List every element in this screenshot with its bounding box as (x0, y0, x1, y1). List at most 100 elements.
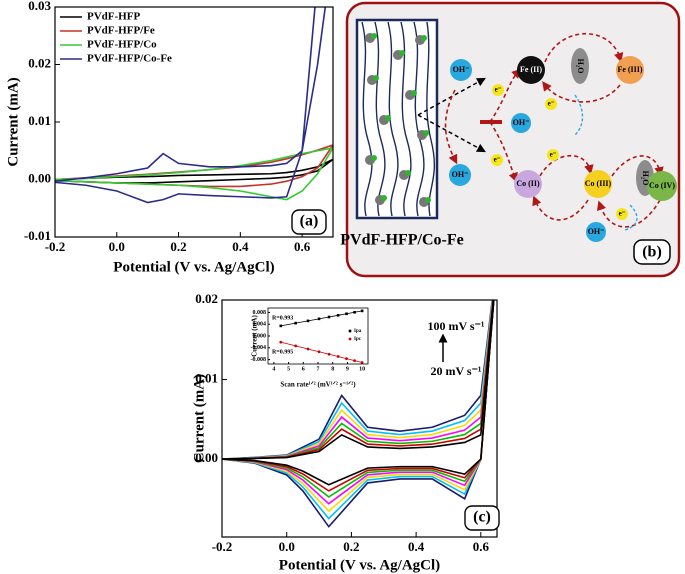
fibers (361, 21, 435, 217)
y-tick-label: -0.008 (251, 357, 267, 363)
plot-frame (221, 299, 498, 538)
x-tick-label: 0.6 (294, 239, 311, 254)
x-tick-label: 0.0 (279, 539, 295, 554)
plot-area (222, 300, 495, 528)
annotation: R=0.993 (272, 315, 293, 321)
species-label: OH⁻ (452, 170, 469, 179)
legend-label: Ipc (354, 337, 362, 342)
point (294, 344, 298, 348)
legend-label: PVdF-HFP/Co (87, 39, 157, 51)
x-tick-label: 0.0 (109, 239, 125, 254)
x-tick-label: -0.2 (45, 239, 66, 254)
cv-curve (55, 158, 333, 184)
point (360, 361, 364, 364)
panel-label: (a) (300, 213, 319, 230)
species-label: e⁻ (494, 156, 501, 164)
point (360, 309, 364, 313)
cv-curve (222, 300, 495, 492)
point (353, 310, 356, 314)
x-tick-label: 7 (317, 366, 320, 372)
x-tick-label: 9 (346, 366, 349, 372)
species-label: e⁻ (548, 100, 555, 108)
species-label: Co (IV) (649, 181, 675, 190)
species (514, 170, 542, 198)
species-label: H₂O (576, 59, 585, 74)
x-tick-label: -0.2 (212, 539, 233, 554)
cv-curve (222, 300, 495, 513)
point (345, 312, 348, 316)
y-tick-label: 0.00 (28, 170, 51, 185)
plot-frame (267, 307, 369, 365)
diagram-title: PVdF-HFP/Co-Fe (340, 232, 464, 249)
species-label: OH⁻ (513, 118, 530, 127)
redox-arrows (444, 32, 664, 228)
species (547, 149, 559, 161)
species (492, 84, 504, 96)
species-label: OH⁻ (453, 65, 470, 74)
species (584, 170, 612, 198)
y-tick-label: 0.03 (28, 0, 51, 13)
plot-frame (54, 6, 334, 238)
x-tick-label: 5 (287, 366, 290, 372)
species-label: Co (III) (585, 179, 612, 188)
legend-label: PVdF-HFP/Fe (87, 25, 155, 37)
cv-curve (55, 7, 327, 204)
y-tick-label: 0.01 (28, 113, 51, 128)
species (517, 56, 545, 84)
legend-label: PVdF-HFP/Co-Fe (87, 53, 172, 65)
species-labels: OH⁻ OH⁻ OH⁻ OH⁻ e⁻ e⁻ e⁻ e⁻ e⁻ Fe (II) H… (452, 59, 676, 236)
species (491, 154, 503, 166)
x-tick-label: 0.2 (170, 239, 186, 254)
chart: -0.2 0.0 0.2 0.4 0.6 0.00 0.01 0.02 Potential (V… (191, 291, 500, 573)
species (616, 208, 628, 220)
x-tick-label: 0.2 (343, 539, 359, 554)
species-label: Fe (III) (617, 65, 642, 74)
panel-label-box (464, 505, 500, 531)
species-label: OH⁻ (588, 227, 605, 236)
y-tick-label: 0.008 (253, 310, 267, 316)
y-tick-label: -0.004 (251, 345, 267, 351)
y-axis-title: Current (mA) (5, 77, 21, 166)
point (336, 355, 340, 358)
x-axis-title: Scan rate¹ᐟ² (mV¹ᐟ² s⁻¹ᐟ²) (280, 381, 356, 389)
species (571, 48, 589, 84)
species (616, 56, 644, 84)
y-tick-label: 0.000 (253, 333, 267, 339)
point (345, 357, 348, 361)
cv-curve (222, 300, 495, 528)
particles (365, 33, 431, 207)
point (294, 321, 297, 325)
legend-label: Ipa (354, 329, 362, 334)
y-tick-label: -0.01 (24, 228, 51, 243)
x-tick-label: 0.4 (408, 539, 425, 554)
point (306, 319, 310, 323)
annotation: R=0.995 (272, 349, 293, 355)
chart: 4 5 6 7 8 9 10 -0.008 -0.004 0.000 0.004 0.008 Scan … (248, 302, 374, 394)
point (306, 347, 310, 351)
x-tick-label: 6 (302, 366, 305, 372)
x-axis-title: Potential (V vs. Ag/AgCl) (279, 557, 440, 573)
x-tick-label: 0.4 (232, 239, 249, 254)
diagram: OH⁻ OH⁻ OH⁻ OH⁻ e⁻ e⁻ e⁻ e⁻ e⁻ Fe (II) H… (340, 1, 681, 278)
panel-label-box (291, 209, 327, 235)
species (545, 98, 557, 110)
species-label: H₂O (641, 171, 650, 186)
point (317, 317, 321, 321)
species (586, 222, 606, 242)
plot-area (279, 309, 364, 364)
point (317, 350, 321, 354)
y-axis-title: Current (mA) (191, 374, 207, 463)
point (327, 352, 331, 356)
point (327, 315, 331, 319)
x-tick-label: 10 (359, 366, 365, 372)
species-label: Fe (II) (520, 65, 542, 74)
y-axis-title: Current (mA) (251, 315, 259, 357)
x-tick-label: 8 (331, 366, 334, 372)
y-tick-label: 0.004 (253, 322, 267, 328)
species-label: Co (II) (516, 179, 540, 188)
cv-curve (55, 147, 333, 201)
point (279, 340, 283, 344)
species (450, 59, 472, 81)
point (353, 359, 357, 363)
